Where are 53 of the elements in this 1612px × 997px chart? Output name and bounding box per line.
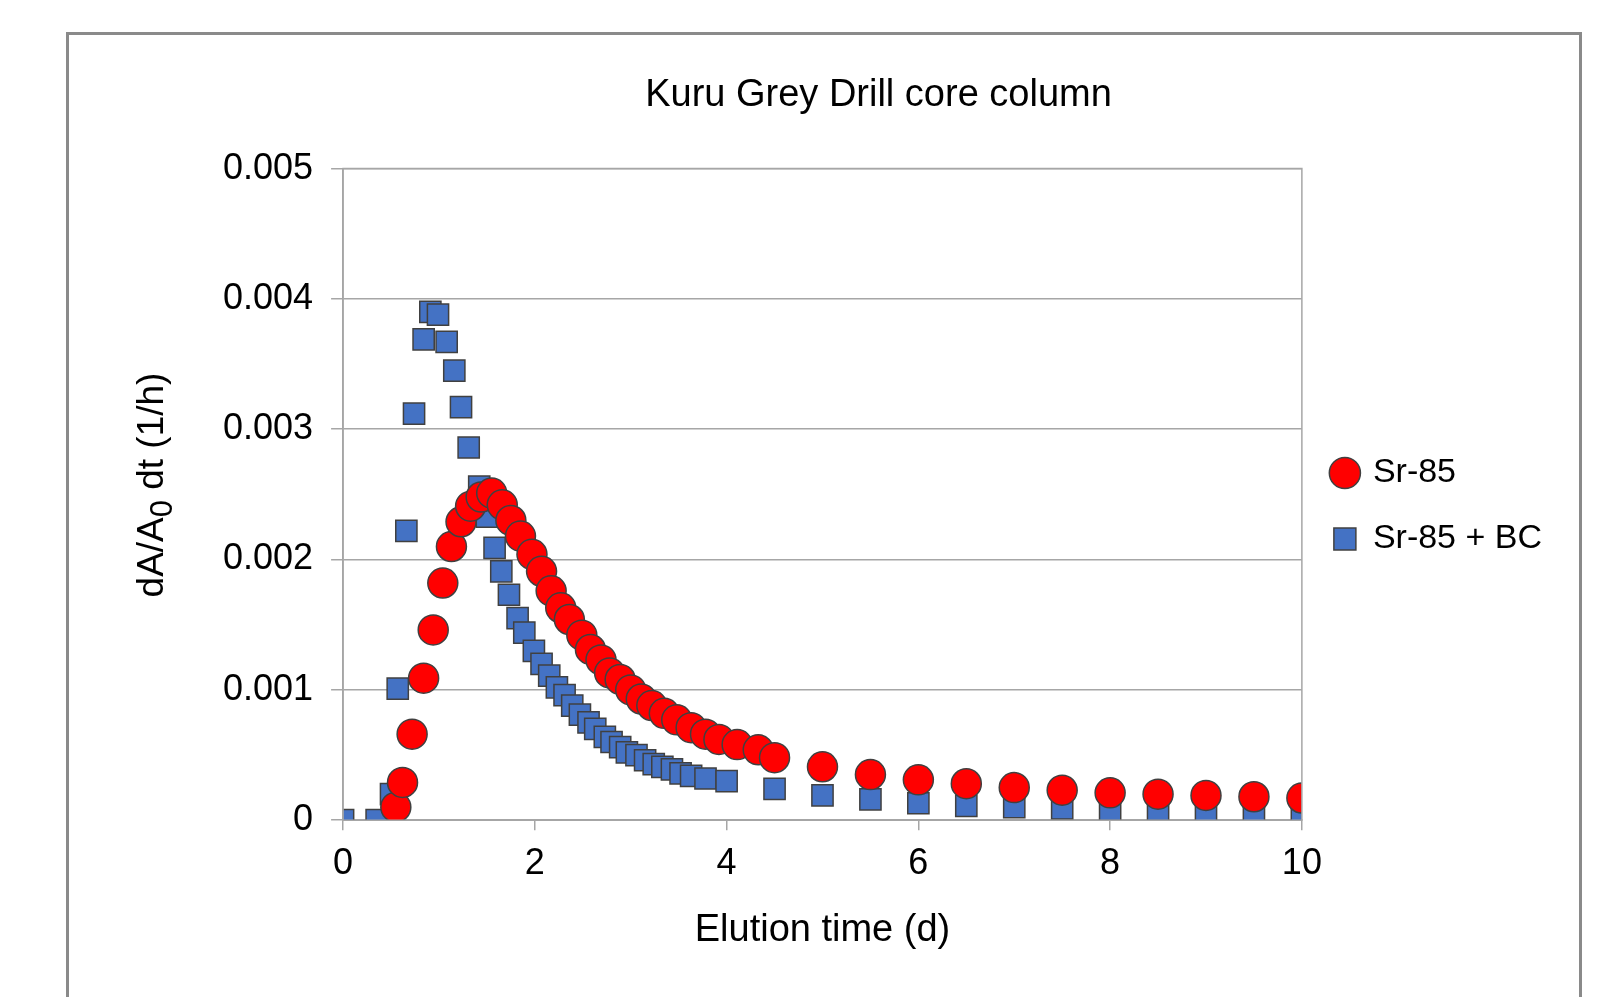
point: [483, 536, 506, 560]
point: [998, 771, 1030, 804]
point: [435, 530, 468, 563]
x-tick-label: 4: [716, 840, 737, 882]
x-axis-title: Elution time (d): [694, 906, 951, 949]
point: [1238, 780, 1270, 813]
point: [386, 766, 419, 799]
point: [1142, 778, 1174, 810]
point: [859, 787, 882, 811]
point: [1094, 777, 1126, 809]
y-tick-label: 0: [293, 797, 314, 839]
point: [449, 395, 473, 419]
point: [396, 718, 428, 750]
point: [489, 559, 513, 583]
point: [402, 402, 426, 425]
chart-title: Kuru Grey Drill core column: [645, 72, 1112, 115]
x-tick-label: 8: [1100, 840, 1121, 882]
y-tick-label: 0.003: [222, 406, 314, 448]
point: [426, 303, 450, 326]
y-tick-label: 0.001: [222, 666, 314, 708]
point: [407, 662, 440, 694]
point: [694, 767, 717, 790]
point: [435, 330, 458, 354]
point: [512, 621, 536, 644]
x-tick-label: 2: [524, 840, 545, 882]
point: [950, 767, 983, 800]
point: [395, 519, 418, 543]
point: [1046, 774, 1078, 806]
y-tick-label: 0.002: [222, 536, 314, 578]
x-tick-label: 10: [1281, 840, 1322, 882]
point: [442, 359, 466, 382]
legend-label: Sr-85: [1372, 451, 1457, 490]
point: [715, 769, 738, 793]
point: [380, 791, 412, 821]
x-tick-label: 0: [333, 840, 354, 882]
point: [758, 741, 791, 774]
point: [412, 327, 435, 351]
point: [417, 614, 449, 646]
y-tick-label: 0.004: [222, 275, 314, 317]
point: [763, 777, 786, 801]
point: [427, 567, 459, 599]
y-tick-label: 0.005: [222, 145, 314, 187]
point: [1190, 779, 1222, 812]
x-tick-label: 6: [908, 840, 929, 882]
point: [497, 583, 521, 607]
point: [386, 677, 410, 700]
point: [907, 791, 930, 815]
point: [902, 764, 935, 796]
point: [854, 758, 887, 791]
point: [806, 751, 839, 783]
point: [811, 784, 834, 807]
point: [457, 436, 481, 459]
legend-label: Sr-85 + BC: [1372, 517, 1542, 556]
